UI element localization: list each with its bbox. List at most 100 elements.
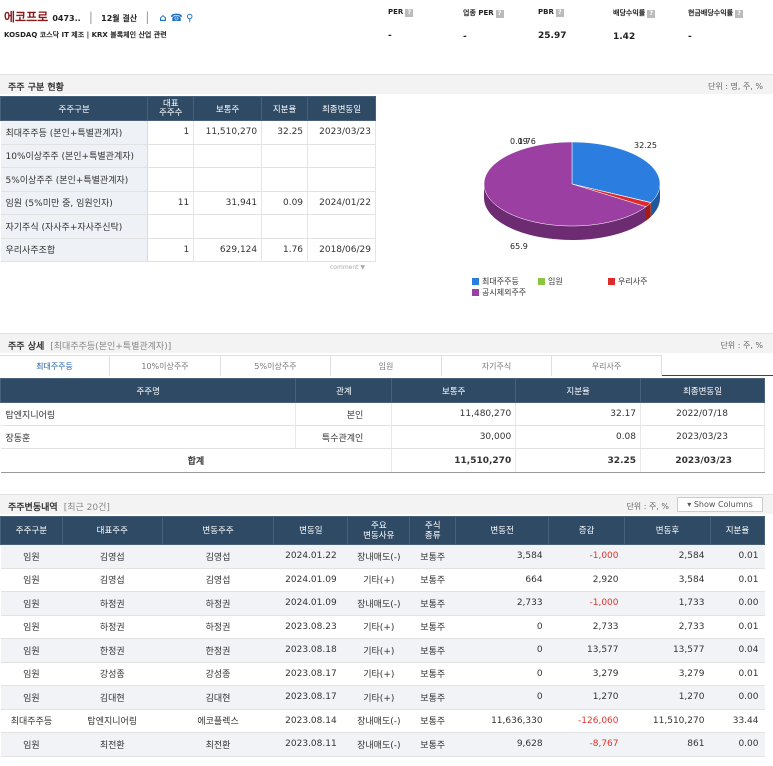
changing-holder-cell: 하정권 [162, 615, 274, 639]
shares-after-cell: 2,584 [624, 544, 711, 569]
change-date-cell: 2024.01.09 [273, 591, 348, 616]
comment-toggle[interactable]: comment ▼ [330, 264, 366, 271]
representative-cell: 하정권 [62, 615, 163, 639]
ownership-pct-cell: 0.08 [515, 425, 642, 449]
shareholder-type-cell: 최대주주등 (본인+특별관계자) [0, 120, 149, 145]
table-row: 임원 최전환 최전환 2023.08.11 장내매도(-) 보통주 9,628 -8,767 8… [0, 732, 765, 757]
shares-change-cell: -8,767 [548, 732, 625, 757]
pie-slice-side [651, 184, 660, 217]
ownership-pct-cell: 0.00 [710, 591, 765, 616]
legend-item: 공시제외주주 [472, 287, 526, 298]
changing-holder-cell: 한정권 [162, 638, 274, 663]
table-row: 임원 김영섭 김영섭 2024.01.22 장내매도(-) 보통주 3,584 -1,000 2… [0, 544, 765, 569]
map-pin-icon[interactable]: ⚲ [186, 13, 194, 24]
shares-after-cell: 11,510,270 [624, 709, 711, 733]
col-header: 변동전 [455, 516, 550, 545]
table-row: 자기주식 (자사주+자사주신탁) [0, 214, 376, 239]
change-reason-cell: 기타(+) [347, 615, 410, 639]
legend-swatch [472, 289, 479, 296]
col-header: 대표주주 [61, 516, 163, 545]
relation-cell: 특수관계인 [295, 425, 393, 449]
change-date-cell: 2023.08.11 [273, 732, 348, 757]
change-reason-cell: 기타(+) [347, 685, 410, 710]
common-shares-cell: 11,480,270 [391, 402, 517, 426]
shares-change-cell: 2,920 [548, 568, 625, 592]
kpi-industry-per: 업종 PER? - [463, 8, 504, 42]
home-icon[interactable]: ⌂ [159, 13, 167, 24]
changing-holder-cell: 김영섭 [162, 568, 274, 592]
change-reason-cell: 장내매도(-) [347, 732, 410, 757]
tab-10pct-shareholder[interactable]: 10%이상주주 [110, 355, 221, 376]
change-date-cell: 2023.08.23 [273, 615, 348, 639]
section-shareholder-summary-header: 주주 구분 현황 단위 : 명, 주, % [0, 74, 773, 94]
shares-before-cell: 3,584 [455, 544, 549, 569]
table-row: 최대주주등 탑엔지니어링 에코플렉스 2023.08.14 장내매도(-) 보통주 11,6… [0, 709, 765, 733]
tab-5pct-shareholder[interactable]: 5%이상주주 [221, 355, 331, 376]
shares-before-cell: 11,636,330 [455, 709, 549, 733]
relation-cell: 본인 [295, 402, 393, 426]
changing-holder-cell: 하정권 [162, 591, 274, 616]
legend-label: 공시제외주주 [482, 288, 527, 297]
col-header: 주요 변동사유 [347, 516, 411, 545]
help-icon[interactable]: ? [495, 10, 504, 18]
share-kind-cell: 보통주 [409, 732, 456, 757]
shares-after-cell: 3,584 [624, 568, 711, 592]
tab-treasury-stock[interactable]: 자기주식 [442, 355, 552, 376]
share-kind-cell: 보통주 [409, 591, 456, 616]
section-shareholder-changes-header: 주주변동내역 [최근 20건] 단위 : 주, % [0, 494, 773, 514]
shares-change-cell: -126,060 [548, 709, 625, 733]
legend-swatch [608, 278, 615, 285]
share-kind-cell: 보통주 [409, 615, 456, 639]
show-columns-label: Show Columns [693, 500, 753, 509]
representative-cell: 탑엔지니어링 [62, 709, 163, 733]
help-icon[interactable]: ? [405, 9, 414, 17]
tab-employee-stock[interactable]: 우리사주 [552, 355, 662, 376]
pie-data-label: 65.9 [510, 242, 528, 251]
total-date-cell: 2023/03/23 [640, 448, 765, 473]
section-title: 주주 상세 [8, 342, 45, 352]
common-shares-cell: 30,000 [391, 425, 517, 449]
table-row: 임원 한정권 한정권 2023.08.18 기타(+) 보통주 0 13,577 13,577 0… [0, 638, 765, 663]
shareholder-type-cell: 임원 [0, 732, 63, 757]
kpi-dividend-yield: 배당수익률? 1.42 [613, 8, 656, 42]
help-icon[interactable]: ? [735, 10, 744, 18]
tab-largest-shareholder[interactable]: 최대주주등 [0, 355, 110, 376]
legend-item: 최대주주등 [472, 276, 519, 287]
tab-executives[interactable]: 임원 [331, 355, 442, 376]
show-columns-button[interactable]: ▾ Show Columns [677, 497, 763, 512]
col-header: 주주구분 [0, 516, 63, 545]
ownership-pct-cell: 0.01 [710, 544, 765, 569]
legend-swatch [538, 278, 545, 285]
kpi-cash-dividend: 현금배당수익률? - [688, 8, 744, 42]
fiscal-month: 12월 결산 [101, 14, 138, 23]
shares-before-cell: 0 [455, 685, 549, 710]
changing-holder-cell: 김영섭 [162, 544, 274, 569]
help-icon[interactable]: ? [555, 9, 564, 17]
shareholder-detail-table: 주주명 관계 보통주 지분율 최종변동일 탑엔지니어링 본인 11,480,270 3… [0, 378, 765, 473]
last-change-date-cell: 2022/07/18 [640, 402, 765, 426]
share-kind-cell: 보통주 [409, 709, 456, 733]
ticker: 0473.. [52, 14, 81, 23]
shares-after-cell: 861 [624, 732, 711, 757]
common-shares-cell [193, 144, 263, 168]
change-date-cell: 2023.08.18 [273, 638, 348, 663]
table-row: 5%이상주주 (본인+특별관계자) [0, 167, 376, 192]
representative-cell: 강성종 [62, 662, 163, 686]
shareholder-tabs: 최대주주등 10%이상주주 5%이상주주 임원 자기주식 우리사주 [0, 355, 773, 376]
phone-icon[interactable]: ☎ [170, 13, 183, 24]
ownership-pct-cell: 0.01 [710, 568, 765, 592]
common-shares-cell: 11,510,270 [193, 120, 263, 145]
shares-change-cell: -1,000 [548, 591, 625, 616]
ownership-pct-cell [261, 144, 309, 168]
legend-label: 최대주주등 [482, 277, 519, 286]
change-reason-cell: 장내매도(-) [347, 544, 410, 569]
col-header: 변동주주 [161, 516, 275, 545]
ownership-pct-cell: 0.01 [710, 662, 765, 686]
shares-before-cell: 0 [455, 638, 549, 663]
change-reason-cell: 기타(+) [347, 568, 410, 592]
total-shares-cell: 11,510,270 [391, 448, 517, 473]
legend-label: 임원 [548, 277, 563, 286]
help-icon[interactable]: ? [647, 10, 656, 18]
table-row: 임원 김대현 김대현 2023.08.17 기타(+) 보통주 0 1,270 1,270 0.0… [0, 685, 765, 710]
shares-before-cell: 2,733 [455, 591, 549, 616]
